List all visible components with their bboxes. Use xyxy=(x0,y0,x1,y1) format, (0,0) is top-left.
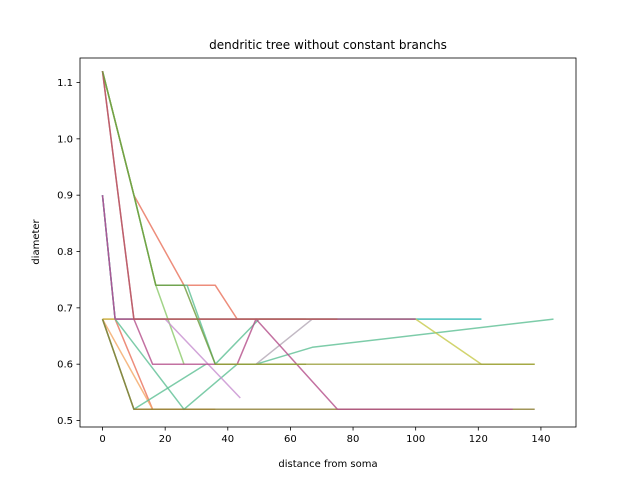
axes-frame xyxy=(79,57,577,428)
x-tick-label: 60 xyxy=(284,434,297,445)
x-tick-label: 100 xyxy=(406,434,425,445)
y-tick-label: 0.6 xyxy=(57,360,73,371)
y-axis-label: diameter xyxy=(31,218,42,264)
x-tick-label: 40 xyxy=(221,434,234,445)
y-tick-label: 1.0 xyxy=(57,134,73,145)
y-axis-ticks: 0.5 0.6 0.7 0.8 0.9 1.0 1.1 xyxy=(57,78,80,427)
chart-title: dendritic tree without constant branchs xyxy=(209,38,447,52)
x-tick-label: 140 xyxy=(531,434,550,445)
x-tick-label: 80 xyxy=(347,434,360,445)
y-tick-label: 0.5 xyxy=(57,416,73,427)
plot-lines xyxy=(101,71,554,411)
series-line-16 xyxy=(101,71,338,320)
x-tick-label: 0 xyxy=(99,434,105,445)
x-axis-ticks: 0 20 40 60 80 100 120 140 xyxy=(99,427,550,445)
y-tick-label: 0.7 xyxy=(57,303,73,314)
y-tick-label: 0.8 xyxy=(57,247,73,258)
x-tick-label: 20 xyxy=(159,434,172,445)
series-line-4 xyxy=(101,318,154,410)
x-axis-label: distance from soma xyxy=(278,459,377,470)
series-line-14 xyxy=(101,71,513,411)
y-tick-label: 1.1 xyxy=(57,78,73,89)
x-tick-label: 120 xyxy=(469,434,488,445)
y-tick-label: 0.9 xyxy=(57,191,73,202)
